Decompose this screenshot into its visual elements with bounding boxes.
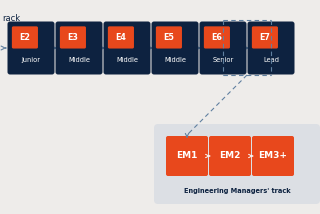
Text: E3: E3	[68, 33, 78, 42]
FancyBboxPatch shape	[7, 21, 54, 74]
Text: Middle: Middle	[68, 57, 90, 63]
Text: EM1: EM1	[176, 152, 198, 160]
FancyBboxPatch shape	[154, 124, 320, 204]
Text: E2: E2	[20, 33, 30, 42]
FancyBboxPatch shape	[103, 21, 150, 74]
FancyBboxPatch shape	[252, 26, 278, 49]
Text: Engineering Managers' track: Engineering Managers' track	[184, 188, 290, 194]
Text: EM3+: EM3+	[259, 152, 287, 160]
Text: Middle: Middle	[116, 57, 138, 63]
Text: Middle: Middle	[164, 57, 186, 63]
FancyBboxPatch shape	[151, 21, 198, 74]
Text: rack: rack	[2, 13, 20, 22]
FancyBboxPatch shape	[12, 26, 38, 49]
Text: Lead: Lead	[263, 57, 279, 63]
FancyBboxPatch shape	[252, 136, 294, 176]
Text: E7: E7	[260, 33, 270, 42]
FancyBboxPatch shape	[209, 136, 251, 176]
FancyBboxPatch shape	[156, 26, 182, 49]
FancyBboxPatch shape	[247, 21, 294, 74]
FancyBboxPatch shape	[166, 136, 208, 176]
Text: E4: E4	[116, 33, 126, 42]
Text: Junior: Junior	[21, 57, 41, 63]
Text: E6: E6	[212, 33, 222, 42]
Text: Senior: Senior	[212, 57, 234, 63]
FancyBboxPatch shape	[55, 21, 102, 74]
FancyBboxPatch shape	[60, 26, 86, 49]
FancyBboxPatch shape	[204, 26, 230, 49]
FancyBboxPatch shape	[199, 21, 246, 74]
FancyBboxPatch shape	[108, 26, 134, 49]
Text: EM2: EM2	[219, 152, 241, 160]
Text: E5: E5	[164, 33, 174, 42]
